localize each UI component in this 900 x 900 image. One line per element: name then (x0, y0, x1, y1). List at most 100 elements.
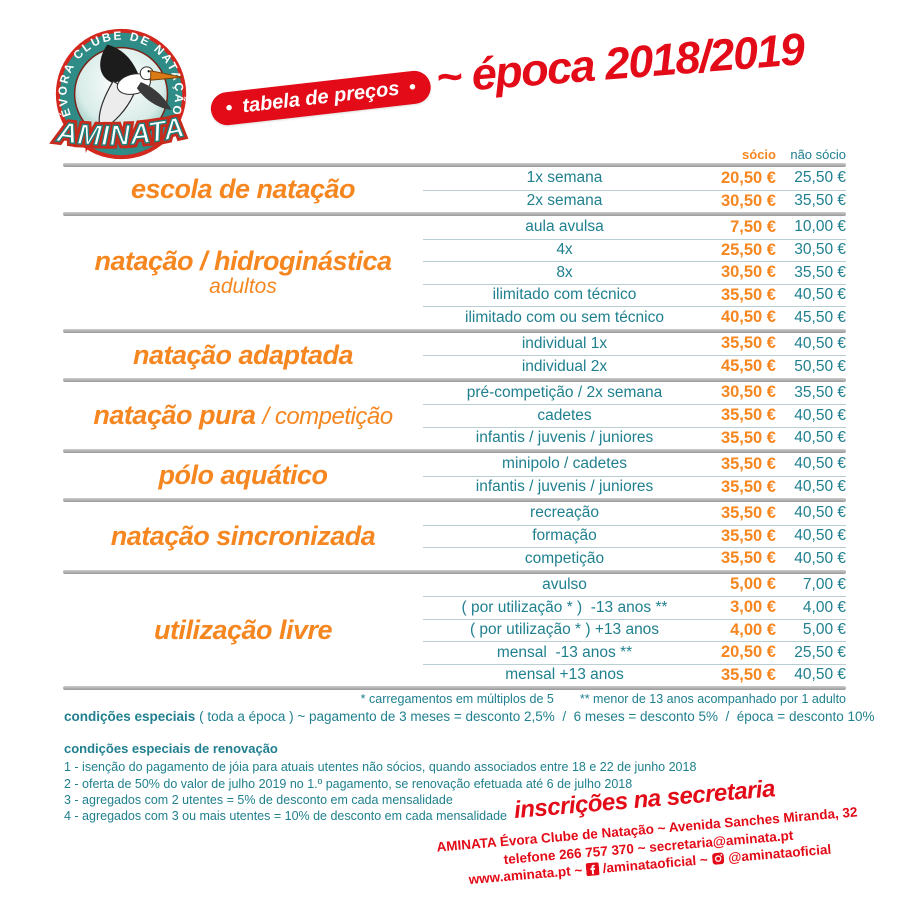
category-title-light: / competição (262, 403, 393, 431)
price-group: natação sincronizada recreação 35,50 € 40,5… (63, 502, 846, 570)
price-row: pré-competição / 2x semana 30,50 € 35,50 € (423, 382, 846, 405)
price-list-badge: • tabela de preços • (209, 69, 433, 127)
category-cell: pólo aquático (63, 453, 423, 498)
column-headers: sócio não sócio (423, 147, 846, 162)
renewal-condition-item: 4 - agregados com 3 ou mais utentes = 10… (64, 809, 507, 824)
item-label: formação (532, 527, 597, 545)
badge-label: tabela de preços (241, 77, 401, 118)
price-group: utilização livre avulso 5,00 € 7,00 € ( por … (63, 574, 846, 687)
contact-separator-2: ~ (699, 852, 709, 868)
member-price: 25,50 € (720, 240, 776, 259)
group-rows: 1x semana 20,50 € 25,50 € 2x semana 30,50 € 3… (423, 167, 846, 212)
item-label: ilimitado com ou sem técnico (465, 308, 664, 326)
renewal-condition-item: 1 - isenção do pagamento de jóia para at… (64, 760, 697, 775)
price-row: individual 1x 35,50 € 40,50 € (423, 333, 846, 356)
non-member-price: 40,50 € (794, 429, 846, 447)
non-member-price: 30,50 € (794, 241, 846, 259)
item-label: pré-competição / 2x semana (466, 383, 663, 401)
special-conditions-title: condições especiais (64, 709, 196, 724)
non-member-price: 35,50 € (794, 263, 846, 281)
category-cell: utilização livre (63, 574, 423, 687)
member-price: 30,50 € (720, 383, 776, 402)
item-label: ilimitado com técnico (492, 286, 637, 304)
price-table: escola de natação 1x semana 20,50 € 25,50 €… (63, 163, 846, 690)
item-label: mensal -13 anos ** (496, 643, 633, 661)
member-price: 4,00 € (730, 620, 776, 639)
non-member-price: 40,50 € (794, 666, 846, 684)
price-row: ilimitado com ou sem técnico 40,50 € 45,50… (423, 306, 846, 329)
non-member-price: 7,00 € (802, 575, 846, 593)
category-title-bold: natação adaptada (132, 339, 354, 370)
category-title-bold: natação / hidroginástica (94, 245, 392, 276)
price-row: infantis / juvenis / juniores 35,50 € 40,5… (423, 426, 846, 450)
non-member-price: 25,50 € (794, 643, 846, 661)
group-rows: pré-competição / 2x semana 30,50 € 35,50 €… (423, 382, 846, 450)
member-price: 40,50 € (720, 308, 776, 327)
pelican-icon (98, 44, 183, 132)
category-title: natação adaptada (132, 339, 354, 370)
club-logo: ÉVORA CLUBE DE NATAÇÃO AMINATA AMINATA (44, 22, 202, 169)
price-row: 2x semana 30,50 € 35,50 € (423, 189, 846, 213)
item-label: ( por utilização * ) +13 anos (469, 621, 660, 639)
renewal-conditions-title: condições especiais de renovação (64, 741, 278, 756)
contact-separator-1: ~ (573, 862, 583, 879)
group-separator (63, 163, 846, 167)
member-price: 7,50 € (730, 217, 776, 236)
item-label: avulso (542, 575, 587, 593)
item-label: 2x semana (526, 192, 603, 210)
member-price: 35,50 € (720, 285, 776, 304)
member-price: 35,50 € (720, 428, 776, 447)
category-cell: natação / hidroginástica adultos (63, 216, 423, 329)
item-label: mensal +13 anos (505, 666, 624, 684)
column-header-member: sócio (742, 147, 776, 162)
price-row: individual 2x 45,50 € 50,50 € (423, 355, 846, 378)
renewal-condition-item: 2 - oferta de 50% do valor de julho 2019… (64, 776, 633, 791)
category-cell: escola de natação (63, 167, 423, 212)
category-title: natação pura / competição (93, 400, 393, 431)
price-row: avulso 5,00 € 7,00 € (423, 574, 846, 597)
member-price: 45,50 € (720, 357, 776, 376)
category-cell: natação adaptada (63, 333, 423, 378)
price-row: aula avulsa 7,50 € 10,00 € (423, 216, 846, 239)
group-separator (63, 449, 846, 453)
price-row: minipolo / cadetes 35,50 € 40,50 € (423, 453, 846, 476)
item-label: infantis / juvenis / juniores (475, 478, 654, 496)
group-rows: aula avulsa 7,50 € 10,00 € 4x 25,50 € 30,50 €… (423, 216, 846, 329)
renewal-conditions-list: 1 - isenção do pagamento de jóia para at… (64, 759, 696, 824)
footnote-multiples: * carregamentos em múltiplos de 5 (360, 692, 554, 706)
category-cell: natação pura / competição (63, 382, 423, 450)
price-row: ( por utilização * ) -13 anos ** 3,00 € 4,… (423, 596, 846, 619)
non-member-price: 40,50 € (794, 478, 846, 496)
category-title: pólo aquático (159, 461, 329, 489)
group-separator (63, 212, 846, 216)
group-rows: minipolo / cadetes 35,50 €40,50 € infantis… (423, 453, 846, 498)
price-row: infantis / juvenis / juniores 35,50 € 40,5… (423, 475, 846, 499)
member-price: 35,50 € (720, 665, 776, 684)
price-row: ilimitado com técnico 35,50 € 40,50 € (423, 283, 846, 307)
item-label: cadetes (537, 406, 592, 424)
item-label: individual 2x (521, 357, 608, 375)
item-label: 4x (556, 241, 573, 259)
member-price: 35,50 € (720, 526, 776, 545)
group-separator (63, 328, 846, 333)
non-member-price: 40,50 € (794, 549, 846, 567)
category-title-bold: natação pura (93, 400, 256, 431)
group-rows: recreação 35,50 € 40,50 € formação 35,50 € 40… (423, 502, 846, 570)
item-label: individual 1x (521, 334, 608, 352)
member-price: 20,50 € (720, 643, 776, 662)
badge-bullet-left: • (224, 97, 234, 120)
item-label: ( por utilização * ) -13 anos ** (461, 598, 668, 616)
non-member-price: 45,50 € (794, 308, 846, 326)
category-title-bold: natação sincronizada (110, 520, 376, 551)
group-rows: individual 1x 35,50 € 40,50 € individual 2x… (423, 333, 846, 378)
category-title: natação / hidroginástica (94, 245, 392, 276)
price-row: mensal +13 anos 35,50 € 40,50 € (423, 663, 846, 687)
group-separator (63, 377, 846, 382)
non-member-price: 25,50 € (794, 169, 846, 187)
category-cell: natação sincronizada (63, 502, 423, 570)
item-label: 1x semana (526, 169, 603, 187)
price-row: 1x semana 20,50 € 25,50 € (423, 167, 846, 190)
member-price: 30,50 € (720, 263, 776, 282)
member-price: 35,50 € (720, 477, 776, 496)
